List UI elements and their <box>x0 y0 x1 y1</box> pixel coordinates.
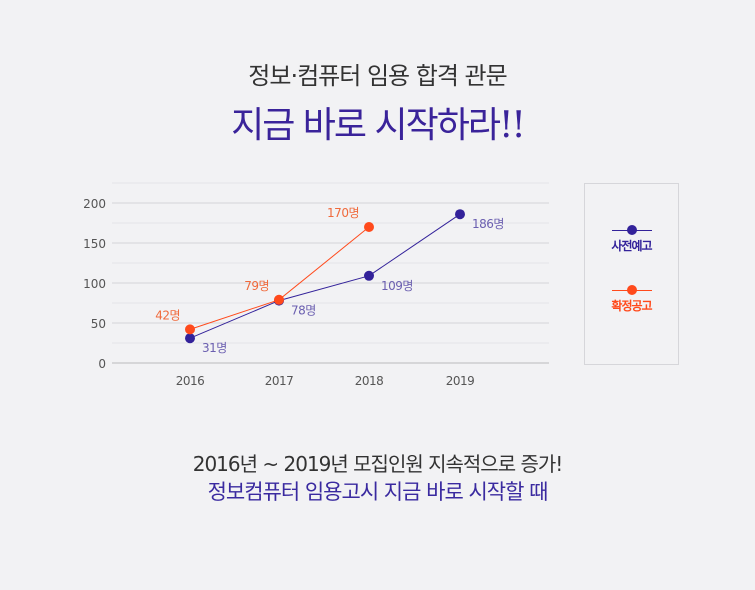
data-label: 42명 <box>155 308 180 322</box>
data-label: 186명 <box>472 217 504 231</box>
y-tick-label: 100 <box>83 277 106 291</box>
line-chart: 0 50 100 150 200 2016 2017 2018 2019 31명 78명 109명 18… <box>83 182 549 388</box>
x-tick-label: 2018 <box>355 374 384 388</box>
legend-label: 사전예고 <box>611 239 652 253</box>
legend-label: 확정공고 <box>611 299 652 313</box>
legend-item-final-notice: 확정공고 <box>585 285 678 314</box>
series-line <box>189 226 370 330</box>
data-label: 79명 <box>244 279 269 293</box>
data-label: 170명 <box>327 206 359 220</box>
footer-line-1: 2016년 ~ 2019년 모집인원 지속적으로 증가! <box>192 452 564 476</box>
data-point <box>364 222 374 232</box>
y-tick-label: 150 <box>83 237 106 251</box>
data-point <box>185 324 195 335</box>
series-line <box>189 213 461 339</box>
legend-marker <box>626 225 637 235</box>
data-label: 31명 <box>202 341 227 355</box>
data-label: 78명 <box>291 304 316 318</box>
page-title: 지금 바로 시작하라!! <box>231 105 526 146</box>
data-point <box>364 270 374 281</box>
x-tick-label: 2017 <box>265 374 294 388</box>
y-tick-label: 50 <box>91 317 106 331</box>
subtitle: 정보·컴퓨터 임용 합격 관문 <box>248 62 507 90</box>
data-point <box>274 294 284 305</box>
data-point <box>455 209 465 220</box>
footer-line-2: 정보컴퓨터 임용고시 지금 바로 시작할 때 <box>207 480 549 504</box>
y-tick-label: 0 <box>98 357 106 371</box>
data-point <box>185 333 195 344</box>
chart-legend: 사전예고 확정공고 <box>584 183 679 365</box>
legend-item-pre-notice: 사전예고 <box>585 225 678 254</box>
legend-marker <box>626 285 637 295</box>
data-label: 109명 <box>381 279 413 293</box>
y-tick-label: 200 <box>83 197 106 211</box>
x-tick-label: 2019 <box>446 374 475 388</box>
legend-line <box>611 225 652 235</box>
x-tick-label: 2016 <box>176 374 205 388</box>
legend-line <box>611 285 652 295</box>
